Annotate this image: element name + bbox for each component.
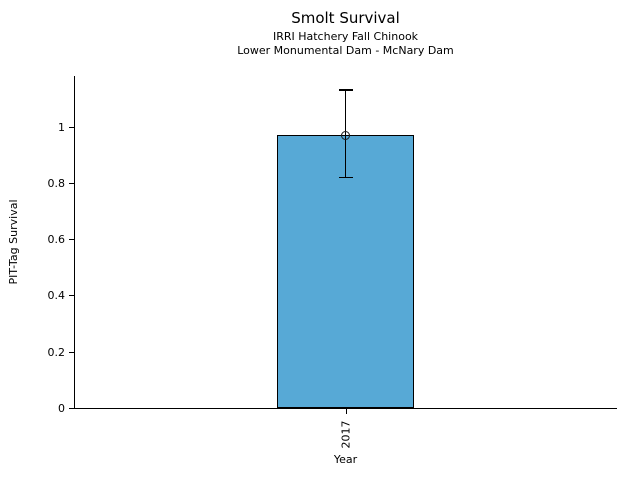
y-tick-label: 0.8 (47, 176, 66, 190)
chart-subtitle-line2: Lower Monumental Dam - McNary Dam (237, 44, 454, 57)
y-tick-label: 0 (58, 402, 65, 415)
y-tick-label: 0.2 (47, 345, 66, 359)
y-tick (69, 126, 74, 128)
chart-title: Smolt Survival (291, 9, 400, 27)
y-tick (69, 239, 74, 241)
y-tick (69, 182, 74, 184)
y-tick-label: 1 (58, 120, 65, 134)
x-axis-label: Year (333, 453, 358, 466)
chart-subtitle-line1: IRRI Hatchery Fall Chinook (272, 30, 419, 43)
y-tick-label: 0.4 (47, 289, 66, 303)
error-bar-cap-top (338, 89, 353, 91)
y-tick (69, 295, 74, 297)
y-axis-spine (74, 76, 75, 408)
y-tick-label: 0.6 (47, 233, 66, 247)
y-tick (69, 351, 74, 353)
error-bar-cap-bottom (338, 176, 353, 179)
x-axis-spine (74, 408, 617, 409)
point-marker (341, 130, 350, 140)
x-tick-label: 2017 (339, 420, 352, 449)
x-tick (345, 409, 347, 414)
y-tick (69, 408, 74, 409)
